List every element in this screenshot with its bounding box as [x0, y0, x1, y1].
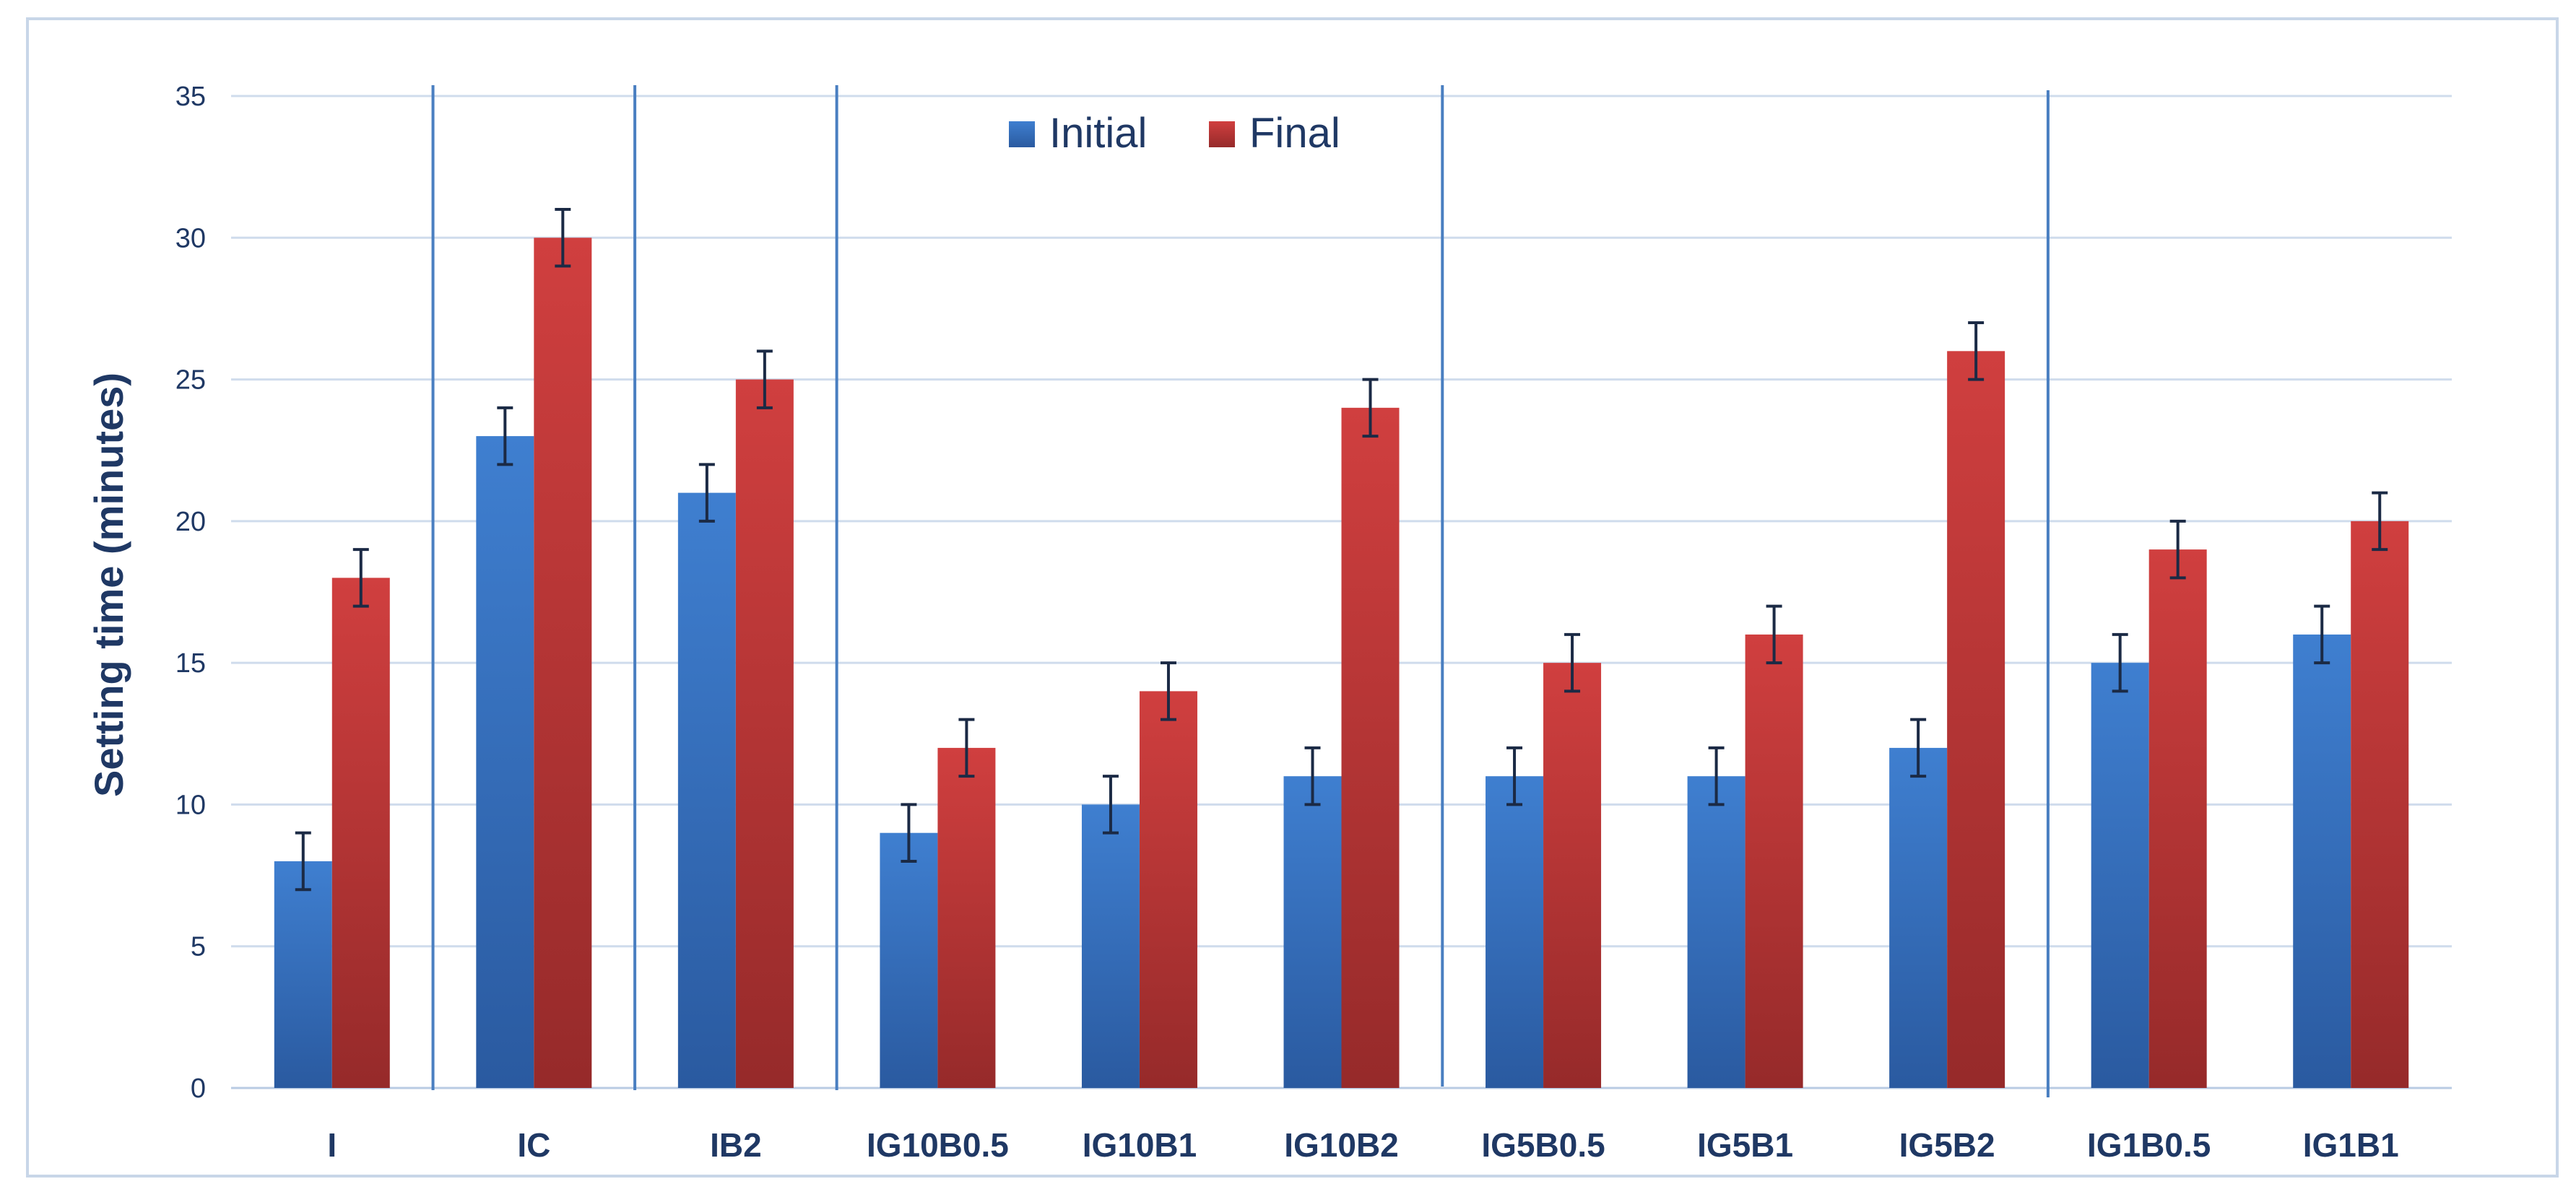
- error-bars: [295, 208, 2388, 892]
- bar-final-ig5b0.5: [1543, 663, 1602, 1088]
- x-category-label: IG1B1: [2303, 1126, 2399, 1164]
- legend-label-final: Final: [1249, 110, 1340, 157]
- bar-final-i: [331, 578, 390, 1088]
- y-tick-label: 0: [191, 1074, 206, 1104]
- x-category-label: IB2: [710, 1126, 762, 1164]
- bar-initial-ig10b2: [1283, 776, 1342, 1088]
- y-axis-label: Setting time (minutes): [86, 373, 131, 797]
- legend: Initial Final: [1009, 110, 1340, 157]
- bar-final-ib2: [735, 379, 794, 1088]
- bar-initial-ib2: [677, 492, 736, 1088]
- bar-final-ig5b2: [1947, 351, 2005, 1088]
- bar-initial-ic: [476, 436, 534, 1088]
- y-tick-label: 10: [175, 790, 206, 820]
- bar-final-ig1b1: [2351, 521, 2409, 1088]
- y-tick-label: 20: [175, 507, 206, 537]
- x-category-label: IG1B0.5: [2087, 1126, 2211, 1164]
- bar-initial-ig1b1: [2293, 634, 2351, 1088]
- bar-final-ig10b0.5: [937, 747, 996, 1088]
- bar-initial-ig5b0.5: [1486, 776, 1544, 1088]
- group-separators: [431, 85, 2050, 1097]
- y-tick-label: 5: [191, 932, 206, 962]
- bar-initial-ig10b0.5: [880, 832, 938, 1088]
- y-tick-label: 25: [175, 365, 206, 396]
- legend-label-initial: Initial: [1049, 110, 1147, 157]
- bar-initial-i: [274, 861, 332, 1088]
- bar-final-ic: [534, 238, 592, 1089]
- bar-initial-ig1b0.5: [2091, 663, 2149, 1088]
- y-axis-ticks: 0 5 10 15 20 25 30 35: [175, 82, 206, 1104]
- x-category-label: IG10B2: [1284, 1126, 1399, 1164]
- y-tick-label: 35: [175, 82, 206, 112]
- y-tick-label: 30: [175, 223, 206, 253]
- bar-initial-ig5b1: [1687, 776, 1745, 1088]
- bar-final-ig5b1: [1745, 634, 1803, 1088]
- y-tick-label: 15: [175, 648, 206, 679]
- x-category-label: I: [327, 1126, 337, 1164]
- x-category-label: IG5B1: [1697, 1126, 1793, 1164]
- bar-final-ig10b1: [1139, 691, 1197, 1088]
- bars: [274, 238, 2409, 1089]
- x-category-label: IC: [517, 1126, 550, 1164]
- x-axis-category-labels: I IC IB2 IG10B0.5 IG10B1 IG10B2 IG5B0.5 IG5B1 IG…: [327, 1126, 2398, 1164]
- x-category-label: IG5B0.5: [1481, 1126, 1605, 1164]
- bar-initial-ig5b2: [1889, 747, 1948, 1088]
- bar-initial-ig10b1: [1081, 804, 1140, 1088]
- x-category-label: IG10B1: [1083, 1126, 1197, 1164]
- bar-final-ig1b0.5: [2148, 549, 2207, 1088]
- bar-final-ig10b2: [1341, 407, 1400, 1088]
- x-category-label: IG5B2: [1899, 1126, 1995, 1164]
- legend-swatch-final: [1209, 121, 1235, 147]
- x-category-label: IG10B0.5: [867, 1126, 1009, 1164]
- legend-swatch-initial: [1009, 121, 1035, 147]
